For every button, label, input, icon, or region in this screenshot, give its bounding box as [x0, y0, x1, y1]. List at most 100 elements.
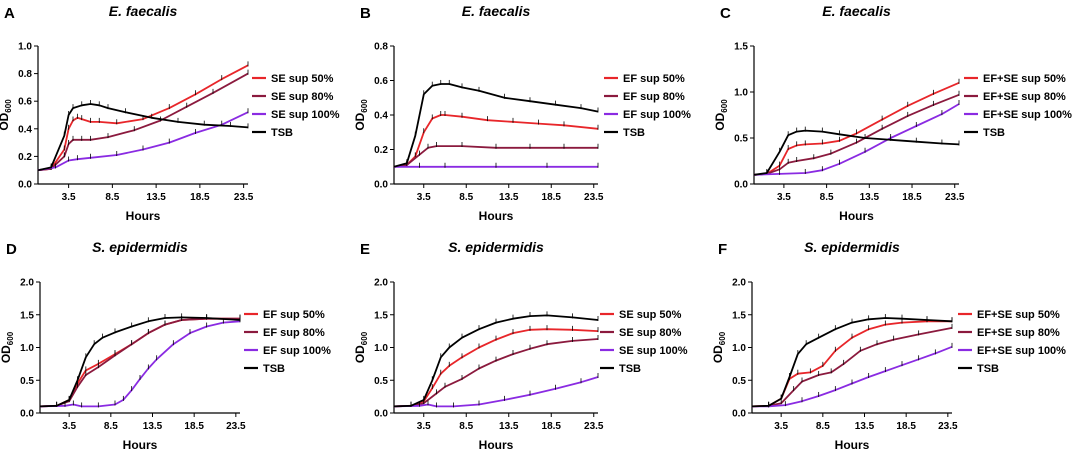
panel-d-x-tick-label: 8.5	[104, 421, 118, 432]
panel-e-legend-label: TSB	[619, 363, 641, 375]
panel-d-y-tick-label: 0.5	[20, 376, 34, 387]
panel-e-legend-label: SE sup 80%	[619, 327, 682, 339]
panel-a-y-tick-label: 1.0	[18, 42, 32, 53]
panel-c-x-tick-label: 23.5	[945, 192, 965, 203]
panel-f: F S. epidermidis 0.0 0.5 1.0 1.5 2.0 3.5 8.5 13.5…	[711, 239, 1066, 452]
panel-b-x-tick-label: 3.5	[417, 192, 431, 203]
panel-e-y-tick-label: 0.5	[374, 376, 388, 387]
panel-b-x-tick-label: 8.5	[459, 192, 473, 203]
panel-c-series-line-0	[753, 81, 960, 176]
panel-f-x-tick-label: 23.5	[938, 421, 958, 432]
panel-e-x-tick-label: 3.5	[417, 421, 431, 432]
panel-f-y-tick-label: 1.5	[732, 310, 746, 321]
panel-e-y-tick-label: 1.5	[374, 310, 388, 321]
panel-d-x-label: Hours	[123, 438, 158, 452]
panel-a-legend-label: SE sup 80%	[271, 91, 334, 103]
panel-f-y-tick-label: 0.0	[732, 409, 746, 420]
panel-b-series-line-1	[393, 145, 598, 168]
panel-b: B E. faecalis 0.0 0.2 0.4 0.6 0.8 3.5 8.5 13.5 18.…	[353, 3, 691, 223]
panel-a-x-tick-label: 13.5	[146, 192, 166, 203]
panel-e-x-tick-label: 13.5	[499, 421, 519, 432]
panel-e-y-tick-label: 1.0	[374, 343, 388, 354]
panel-b-y-tick-label: 0.2	[374, 145, 388, 156]
panel-d-x-tick-label: 13.5	[143, 421, 163, 432]
panel-c-x-label: Hours	[839, 209, 874, 223]
panel-d-legend-label: EF sup 80%	[263, 327, 325, 339]
panel-b-x-tick-label: 13.5	[499, 192, 519, 203]
y-label-main: OD	[713, 112, 727, 130]
panel-f-y-tick-label: 2.0	[732, 278, 746, 289]
panel-d-series-line-1	[39, 317, 240, 408]
panel-a-y-tick-label: 0.0	[18, 180, 32, 191]
panel-a-x-tick-label: 23.5	[234, 192, 254, 203]
panel-c-y-tick-label: 0.0	[734, 180, 748, 191]
panel-e-y-label: OD600	[353, 331, 369, 363]
y-label-sub: 600	[360, 99, 369, 113]
panel-a-legend-label: SE sup 100%	[271, 109, 340, 121]
panel-c-legend-label: EF+SE sup 100%	[983, 109, 1072, 121]
panel-c-y-tick-label: 1.5	[734, 42, 748, 53]
y-label-main: OD	[0, 112, 11, 130]
panel-e-series-line-3	[393, 314, 599, 408]
panel-d-y-tick-label: 1.5	[20, 310, 34, 321]
panel-a-legend-label: TSB	[271, 127, 293, 139]
panel-a-series-line-1	[37, 72, 249, 172]
panel-a-x-tick-label: 18.5	[190, 192, 210, 203]
panel-e-y-tick-label: 2.0	[374, 278, 388, 289]
panel-d-series-line-0	[39, 317, 240, 408]
panel-a-x-tick-label: 3.5	[62, 192, 76, 203]
panel-e-x-tick-label: 8.5	[459, 421, 473, 432]
panel-f-x-tick-label: 3.5	[774, 421, 788, 432]
panel-b-y-tick-label: 0.6	[374, 76, 388, 87]
y-label-sub: 600	[718, 331, 727, 345]
panel-d-legend-label: TSB	[263, 363, 285, 375]
panel-b-legend-label: TSB	[623, 127, 645, 139]
y-label-main: OD	[353, 345, 367, 363]
panel-b-series-line-3	[393, 83, 599, 168]
panel-a-x-tick-label: 8.5	[105, 192, 119, 203]
panel-a-legend-label: SE sup 50%	[271, 73, 334, 85]
panel-a-x-label: Hours	[126, 209, 161, 223]
panel-c-series-line-1	[753, 93, 960, 176]
panel-b-x-tick-label: 23.5	[584, 192, 604, 203]
panel-c-x-tick-label: 13.5	[860, 192, 880, 203]
panel-b-y-tick-label: 0.8	[374, 42, 388, 53]
panel-e-x-tick-label: 18.5	[542, 421, 562, 432]
panel-a-y-tick-label: 0.6	[18, 97, 32, 108]
panel-c-y-label: OD600	[713, 99, 729, 131]
panel-c-series-line-2	[753, 103, 960, 176]
panel-d-y-tick-label: 0.0	[20, 409, 34, 420]
panel-f-legend-label: TSB	[977, 363, 999, 375]
panel-f-x-tick-label: 18.5	[896, 421, 916, 432]
panel-b-x-label: Hours	[479, 209, 514, 223]
panel-e-x-tick-label: 23.5	[584, 421, 604, 432]
panel-d-y-label: OD600	[0, 331, 15, 363]
panel-d-x-tick-label: 23.5	[226, 421, 246, 432]
panel-f-y-tick-label: 1.0	[732, 343, 746, 354]
panel-a-y-tick-label: 0.2	[18, 152, 32, 163]
panel-f-legend-label: EF+SE sup 80%	[977, 327, 1060, 339]
panel-b-legend-label: EF sup 100%	[623, 109, 691, 121]
panel-e-legend-label: SE sup 100%	[619, 345, 688, 357]
panel-f-series-line-3	[751, 317, 953, 408]
panel-f-letter: F	[718, 241, 727, 258]
y-label-sub: 600	[720, 99, 729, 113]
panel-b-letter: B	[360, 5, 371, 22]
panel-c-x-tick-label: 3.5	[777, 192, 791, 203]
panel-e-x-label: Hours	[479, 438, 514, 452]
panel-d-x-tick-label: 18.5	[184, 421, 204, 432]
panel-f-x-tick-label: 8.5	[816, 421, 830, 432]
panel-d-series-line-2	[39, 320, 241, 408]
panel-d-legend-label: EF sup 100%	[263, 345, 331, 357]
panel-b-y-tick-label: 0.4	[374, 111, 388, 122]
panel-c-legend-label: EF+SE sup 50%	[983, 73, 1066, 85]
panel-e: E S. epidermidis 0.0 0.5 1.0 1.5 2.0 3.5 8.5 13.5…	[353, 239, 688, 452]
panel-f-y-tick-label: 0.5	[732, 376, 746, 387]
panel-a-series-line-2	[37, 111, 249, 172]
panel-f-x-label: Hours	[835, 438, 870, 452]
y-label-main: OD	[711, 345, 725, 363]
panel-c-y-tick-label: 0.5	[734, 134, 748, 145]
panel-c-x-tick-label: 8.5	[820, 192, 834, 203]
panel-a-y-tick-label: 0.8	[18, 69, 32, 80]
y-label-sub: 600	[6, 331, 15, 345]
